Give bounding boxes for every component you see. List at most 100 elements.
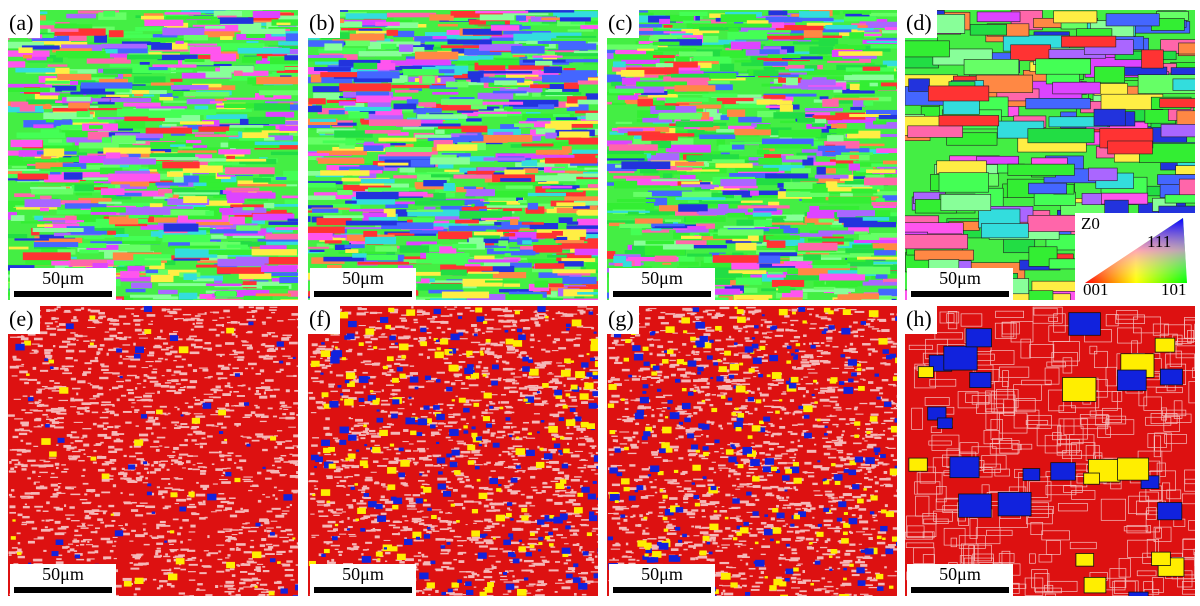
grain bbox=[165, 15, 219, 20]
grain bbox=[703, 256, 713, 263]
boundary bbox=[486, 492, 494, 495]
grain bbox=[229, 125, 264, 128]
boundary bbox=[51, 410, 61, 413]
boundary bbox=[188, 563, 198, 566]
grain bbox=[34, 215, 44, 220]
grain bbox=[43, 148, 65, 157]
boundary bbox=[368, 326, 376, 329]
boundary bbox=[84, 493, 88, 496]
grain bbox=[818, 218, 835, 223]
boundary bbox=[97, 505, 102, 508]
phase-grain bbox=[143, 306, 153, 312]
boundary bbox=[156, 436, 166, 439]
boundary bbox=[387, 371, 396, 373]
phase-grain bbox=[255, 522, 261, 527]
grain bbox=[378, 137, 417, 142]
boundary bbox=[134, 409, 140, 412]
grain bbox=[235, 256, 269, 264]
boundary bbox=[140, 308, 146, 310]
grain bbox=[849, 151, 859, 160]
boundary bbox=[210, 511, 217, 513]
boundary bbox=[8, 551, 16, 554]
grain bbox=[345, 249, 359, 253]
boundary bbox=[265, 553, 275, 555]
grain bbox=[851, 188, 878, 194]
boundary bbox=[343, 563, 352, 565]
boundary bbox=[239, 459, 247, 463]
boundary bbox=[448, 415, 455, 419]
grain bbox=[229, 216, 245, 225]
grain bbox=[647, 223, 685, 227]
boundary bbox=[74, 446, 77, 449]
grain bbox=[727, 212, 771, 218]
phase-grain bbox=[147, 483, 152, 487]
grain bbox=[244, 123, 294, 131]
grain bbox=[123, 102, 161, 107]
grain bbox=[866, 40, 897, 44]
boundary bbox=[59, 409, 67, 412]
grain bbox=[751, 178, 791, 186]
grain bbox=[726, 109, 746, 117]
phase-grain bbox=[167, 573, 178, 581]
boundary bbox=[106, 338, 113, 341]
boundary bbox=[517, 463, 520, 466]
grain bbox=[129, 164, 142, 172]
grain bbox=[193, 207, 223, 213]
boundary bbox=[28, 402, 34, 404]
boundary bbox=[461, 382, 466, 385]
grain bbox=[61, 172, 114, 178]
boundary bbox=[54, 520, 61, 524]
boundary bbox=[409, 403, 412, 406]
grain bbox=[236, 225, 261, 231]
boundary bbox=[149, 535, 153, 537]
boundary bbox=[155, 549, 161, 553]
boundary bbox=[261, 435, 269, 439]
boundary bbox=[91, 545, 99, 548]
boundary bbox=[171, 379, 179, 383]
boundary bbox=[145, 361, 154, 363]
grain bbox=[535, 149, 569, 155]
boundary bbox=[269, 394, 277, 398]
boundary bbox=[548, 386, 558, 388]
grain bbox=[14, 193, 35, 198]
boundary bbox=[270, 520, 278, 522]
boundary bbox=[76, 411, 80, 413]
grain bbox=[613, 255, 626, 264]
grain bbox=[253, 177, 271, 183]
grain bbox=[45, 119, 54, 123]
grain bbox=[666, 138, 694, 146]
boundary bbox=[78, 459, 85, 462]
grain bbox=[878, 288, 897, 296]
boundary bbox=[158, 463, 166, 467]
grain bbox=[1164, 194, 1195, 204]
boundary bbox=[21, 451, 27, 453]
phase-grain bbox=[246, 443, 251, 447]
boundary bbox=[333, 470, 341, 473]
boundary bbox=[560, 537, 568, 539]
grain bbox=[577, 163, 598, 172]
boundary bbox=[464, 475, 469, 478]
grain bbox=[116, 192, 142, 197]
grain bbox=[647, 93, 678, 98]
grain bbox=[876, 166, 897, 169]
boundary bbox=[116, 380, 124, 383]
grain bbox=[353, 76, 393, 83]
grain bbox=[646, 48, 697, 52]
grain bbox=[682, 20, 712, 24]
boundary bbox=[310, 472, 315, 476]
grain bbox=[432, 36, 447, 39]
boundary bbox=[121, 467, 125, 471]
grain bbox=[665, 219, 682, 223]
grain bbox=[413, 141, 449, 148]
grain bbox=[461, 207, 480, 211]
boundary bbox=[471, 450, 480, 454]
boundary bbox=[191, 439, 197, 442]
grain bbox=[309, 118, 337, 122]
grain bbox=[125, 288, 146, 293]
boundary bbox=[166, 572, 171, 574]
boundary bbox=[116, 398, 120, 402]
boundary bbox=[533, 376, 540, 378]
grain bbox=[208, 249, 257, 255]
boundary bbox=[432, 530, 440, 532]
grain bbox=[108, 34, 160, 39]
